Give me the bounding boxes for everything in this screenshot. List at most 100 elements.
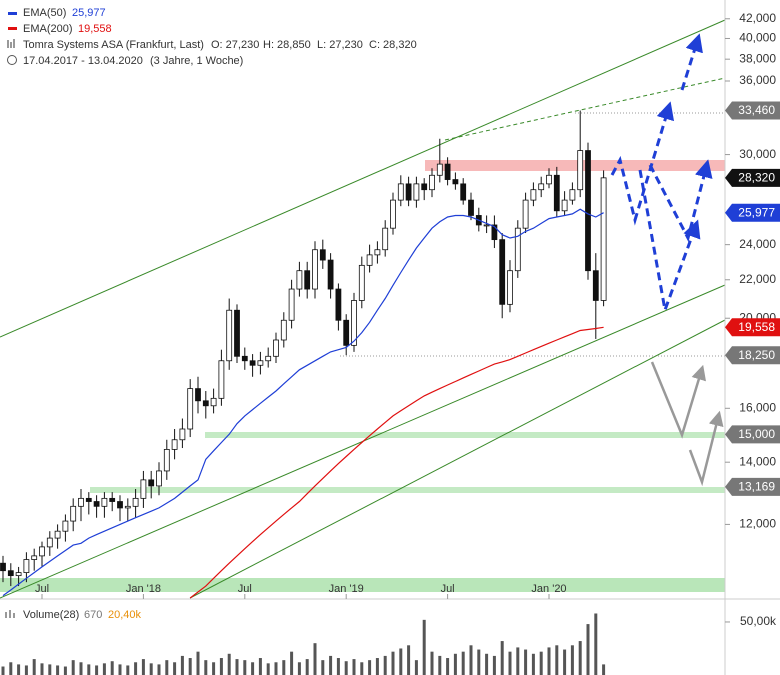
volume-bar [180,655,184,675]
price-tag-label: 25,977 [738,205,775,219]
candle-body [23,559,30,573]
volume-icon [5,610,15,618]
candle-body [78,497,84,507]
candle-body [374,249,381,256]
volume-bar [79,662,83,675]
candle-body [319,249,326,261]
candle-body [218,360,225,399]
volume-bar [414,660,418,675]
price-tag [725,477,780,496]
candle-body [273,339,279,357]
candle-body [530,189,537,201]
candle-body [421,183,428,191]
volume-bar [188,658,192,675]
volume-bar [469,645,473,675]
candle-body [553,174,560,212]
candle-body [124,505,131,509]
volume-bar [118,664,122,675]
candle-body [39,546,45,557]
volume-bar [141,659,145,675]
candle-body [585,150,591,272]
volume-bar [500,641,504,675]
projection-arrow [680,33,703,91]
candle-body [569,189,576,201]
projection-arrow [638,169,701,316]
x-tick-label: Jan '18 [126,583,161,595]
legend-swatch [8,12,17,15]
volume-bar [173,662,177,675]
price-tag [725,168,780,187]
volume-bar [360,662,364,675]
candle-body [335,288,342,321]
price-tag-label: 28,320 [738,171,775,185]
candle-body [241,355,248,362]
volume-bar [344,661,348,675]
volume-bar [243,660,247,675]
candle-body [491,224,498,241]
x-tick-label: Jan '20 [531,583,566,595]
x-tick-label: Jul [441,583,455,595]
candle-body [70,505,77,522]
clock-icon [7,55,17,65]
price-tag [725,318,780,337]
candle-body [397,183,404,201]
candle-body [117,501,123,509]
volume-bar [71,660,75,675]
volume-bar [539,651,543,675]
projection-arrow [648,159,713,243]
price-tag-label: 33,460 [738,103,775,117]
candle-icon [7,39,15,48]
trend-line [0,19,726,338]
volume-bar [48,664,52,675]
volume-bar [352,659,356,675]
legend-swatch [8,27,17,30]
scenario-arrow [650,361,707,439]
candle-body [312,249,318,290]
volume-bar [602,664,606,675]
candle-body [46,537,53,548]
candle-body [444,163,451,180]
volume-bar [383,655,387,675]
volume-bar [422,619,426,675]
candle-body [592,270,599,301]
chart-title: Tomra Systems ASA (Frankfurt, Last) [23,39,204,51]
candle-body [413,183,420,201]
ema-line [2,208,604,597]
volume-bar [196,651,200,675]
candle-body [202,400,209,407]
price-tag [725,203,780,222]
y-tick-label: 30,000 [739,147,776,161]
candle-body [522,199,529,229]
volume-bar [508,651,512,675]
volume-bar [531,653,535,675]
volume-bar [430,651,434,675]
volume-value: 670 [84,609,102,621]
candle-body [343,319,350,346]
volume-bar [227,653,231,675]
period: (3 Jahre, 1 Woche) [150,55,243,67]
candle-body [483,224,490,227]
volume-bar [40,663,44,675]
trend-line [189,319,726,599]
candle-body [296,270,303,290]
candle-body [54,530,61,539]
candle-body [538,183,545,191]
volume-bar [391,651,395,675]
y-tick-label: 50,00k [740,614,777,628]
y-tick-label: 16,000 [739,400,776,414]
candle-body [109,497,116,502]
volume-bar [399,648,403,675]
x-tick-label: Jul [238,583,252,595]
candle-body [358,264,365,301]
volume-bar [9,662,13,675]
volume-bar [594,613,598,675]
candle-body [85,497,92,502]
volume-bar [407,645,411,675]
support-zone [0,578,725,592]
volume-bar [149,663,153,675]
volume-bar [251,662,255,675]
volume-bar [336,658,340,675]
legend-label: EMA(200) [23,23,73,35]
y-tick-label: 12,000 [739,517,776,531]
